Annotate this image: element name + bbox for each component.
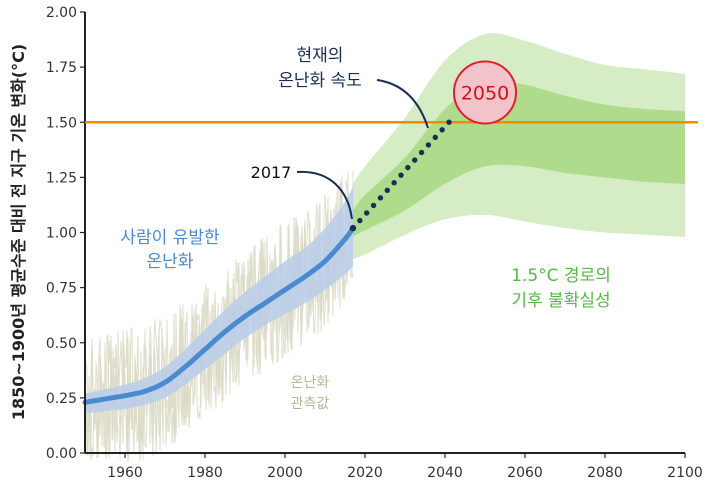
current-rate-label-line2: 온난화 속도 (278, 71, 362, 91)
y-tick-label: 1.25 (46, 170, 77, 186)
current-rate-dot (364, 210, 370, 216)
current-rate-dot (418, 149, 425, 156)
x-tick-label: 2040 (427, 465, 463, 481)
current-rate-dot (432, 134, 438, 141)
current-rate-dot (391, 180, 397, 186)
current-rate-layer (349, 119, 452, 232)
current-rate-dot (370, 202, 377, 209)
year-2017-leader (296, 170, 353, 220)
axes-layer: 0.00 0.25 0.50 0.75 1.00 1.25 1.50 1.75 2.00 1960… (9, 5, 703, 481)
observed-label-line1: 온난화 (291, 375, 330, 391)
pathway-inner-band (353, 78, 685, 237)
current-rate-dot (384, 187, 390, 193)
human-warming-band (85, 186, 353, 414)
x-tick-label: 2080 (587, 465, 623, 481)
human-warming-layer (82, 186, 356, 414)
current-rate-dot (439, 127, 445, 133)
current-rate-dot (405, 164, 411, 171)
human-warming-label-line2: 온난화 (147, 252, 194, 272)
current-rate-dot (425, 142, 432, 148)
current-rate-label-line1: 현재의 (297, 46, 344, 66)
y-tick-label: 0.00 (46, 446, 77, 462)
chart-bands-layer (353, 33, 685, 259)
y-tick-label: 1.75 (46, 60, 77, 76)
x-tick-label: 1960 (107, 465, 143, 481)
current-rate-leader (376, 79, 429, 129)
y-tick-label: 0.75 (46, 281, 77, 297)
pathway-label-line1: 1.5°C 경로의 (511, 266, 611, 286)
observed-label-line2: 관측값 (291, 396, 330, 412)
x-tick-label: 2060 (507, 465, 543, 481)
human-warming-line (82, 225, 356, 405)
y-axis-title: 1850~1900년 평균수준 대비 전 지구 기온 변화(°C) (9, 44, 28, 420)
current-rate-dot (377, 195, 384, 201)
current-rate-dot (446, 119, 452, 125)
human-warming-label-line1: 사람이 유발한 (120, 228, 220, 248)
year-2017-label: 2017 (251, 163, 292, 182)
point-2017 (349, 224, 357, 232)
current-rate-dot (412, 157, 418, 163)
pathway-label-line2: 기후 불확실성 (511, 291, 610, 311)
observed-series-trace (84, 170, 354, 461)
marker-2050-label: 2050 (461, 82, 509, 104)
marker-2050-circle (453, 60, 517, 125)
y-tick-label: 0.50 (46, 336, 77, 352)
y-tick-label: 0.25 (46, 391, 77, 407)
current-rate-dot (398, 172, 404, 178)
y-tick-label: 2.00 (46, 5, 77, 21)
current-rate-dot (357, 217, 363, 224)
x-tick-label: 2020 (347, 465, 383, 481)
x-tick-label: 2100 (667, 465, 703, 481)
x-tick-label: 2000 (267, 465, 303, 481)
y-tick-label: 1.50 (46, 115, 77, 131)
y-tick-label: 1.00 (46, 226, 77, 242)
x-tick-label: 1980 (187, 465, 223, 481)
